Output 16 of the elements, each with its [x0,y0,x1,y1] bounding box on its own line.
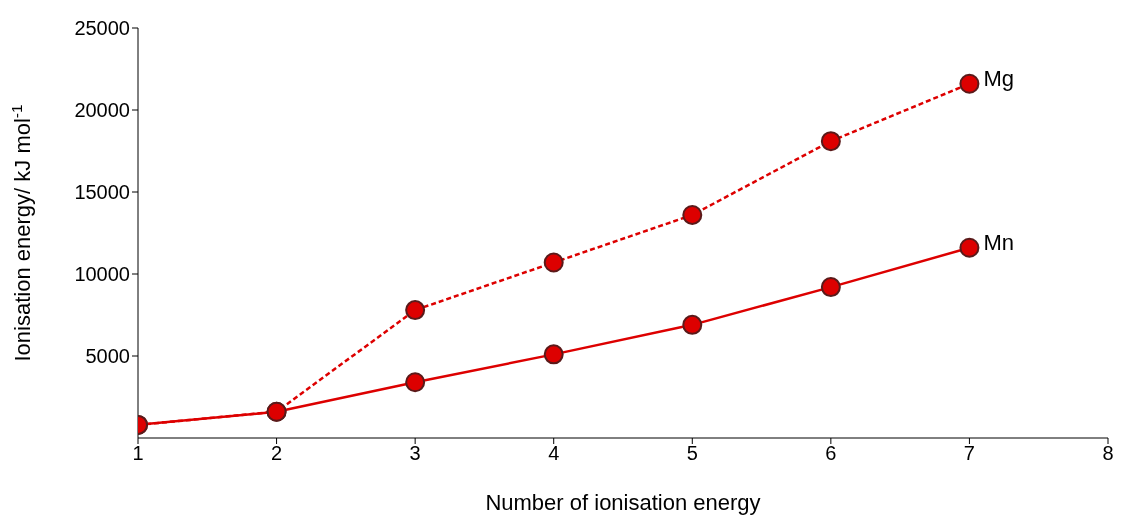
y-tick-label: 5000 [85,345,130,368]
x-tick-label: 3 [409,442,421,465]
x-tick-label: 7 [963,442,975,465]
x-tick-label: 4 [548,442,560,465]
x-tick-label: 5 [686,442,698,465]
y-tick-label: 15000 [74,181,130,204]
y-tick-label: 25000 [74,17,130,40]
x-tick-label: 8 [1102,442,1114,465]
series-label: Mn [983,229,1014,255]
x-tick-label: 6 [825,442,837,465]
y-tick-label: 10000 [74,263,130,286]
x-tick-label: 2 [271,442,283,465]
series-label: Mg [983,65,1014,91]
x-axis-title: Number of ionisation energy [485,490,761,515]
x-tick-label: 1 [132,442,144,465]
y-tick-label: 20000 [74,99,130,122]
